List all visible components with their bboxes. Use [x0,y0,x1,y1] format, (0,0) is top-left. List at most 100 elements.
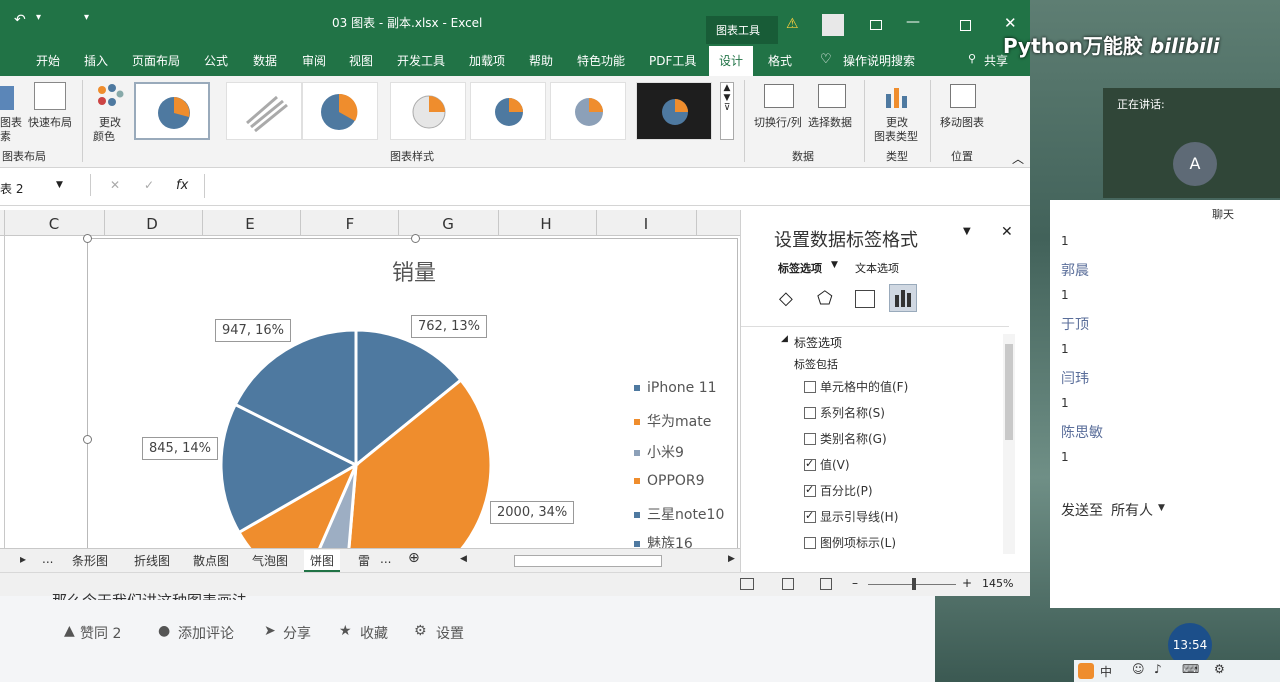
add-element-label[interactable]: 图表 [0,116,22,129]
column-header[interactable]: D [146,215,158,233]
user-avatar-icon[interactable] [822,14,844,36]
column-header[interactable]: G [442,215,454,233]
tab-home[interactable]: 开始 [36,54,61,68]
share-button[interactable]: 共享 [984,54,1009,68]
tab-data[interactable]: 数据 [253,54,278,68]
add-comment-button[interactable]: 添加评论 [178,626,234,642]
chart-style-3[interactable] [302,82,378,140]
recipient-dropdown[interactable]: 所有人 [1111,503,1153,519]
pane-options-dropdown-icon[interactable]: ▼ [963,226,971,237]
confirm-entry-icon[interactable]: ✓ [144,178,155,192]
tab-design[interactable]: 设计 [709,46,754,76]
switch-row-column-button[interactable]: 切换行/列 [754,116,802,129]
tell-me-search[interactable]: 操作说明搜索 [843,54,916,68]
resize-handle[interactable] [411,234,420,243]
tab-insert[interactable]: 插入 [84,54,109,68]
page-layout-view-icon[interactable] [782,578,794,590]
change-chart-type-icon[interactable] [884,84,910,108]
scroll-left-icon[interactable]: ◀ [460,554,467,564]
color-palette-icon[interactable] [96,84,124,110]
name-box-dropdown-icon[interactable]: ▼ [56,180,63,190]
column-header[interactable]: C [48,215,60,233]
insert-function-icon[interactable]: fx [176,178,189,193]
change-colors-label[interactable]: 更改 [99,116,121,129]
undo-icon[interactable]: ↶ [14,12,26,28]
pane-scroll-thumb[interactable] [1005,344,1013,440]
fill-line-icon[interactable]: ◇ [779,288,793,309]
minimize-icon[interactable]: — [906,14,920,30]
sheet-tab-active[interactable]: 饼图 [304,550,341,572]
move-chart-icon[interactable] [950,84,976,108]
add-sheet-icon[interactable]: ⊕ [408,550,420,566]
name-box[interactable]: 表 2 [0,182,24,196]
option-percentage[interactable]: 百分比(P) [804,482,873,499]
settings-link[interactable]: 设置 [436,626,464,642]
resize-handle[interactable] [83,234,92,243]
legend-entry[interactable]: 三星note10 [634,504,724,524]
close-icon[interactable]: ✕ [1004,14,1017,32]
option-category-name[interactable]: 类别名称(G) [804,430,887,447]
select-data-button[interactable]: 选择数据 [808,116,852,129]
add-element-sub-label[interactable]: 素 [0,130,11,143]
horizontal-scroll-thumb[interactable] [514,555,662,567]
sheet-tab[interactable]: 条形图 [72,554,109,568]
quick-layout-icon[interactable] [34,82,66,110]
zoom-level[interactable]: 145% [982,577,1014,590]
normal-view-icon[interactable] [740,578,754,590]
tab-label-options[interactable]: 标签选项 [778,262,822,275]
share-link[interactable]: 分享 [283,626,311,642]
option-leader-lines[interactable]: 显示引导线(H) [804,508,898,525]
chevron-down-icon[interactable]: ▼ [1158,503,1165,513]
legend-entry[interactable]: OPPOR9 [634,473,705,489]
pie-slice-0[interactable] [354,328,464,469]
option-series-name[interactable]: 系列名称(S) [804,404,885,421]
checkbox[interactable] [804,537,816,549]
data-label-samsung[interactable]: 845, 14% [142,437,218,460]
tab-page-layout[interactable]: 页面布局 [132,54,181,68]
checkbox-checked[interactable] [804,509,816,523]
chart-area[interactable]: 销量 947, 16% 762, 13% 845, 14% 2000, 34% … [87,238,739,559]
ribbon-display-icon[interactable] [870,20,882,30]
tab-format[interactable]: 格式 [768,54,793,68]
input-method-icon[interactable] [1078,663,1094,679]
zoom-slider-thumb[interactable] [912,578,916,590]
legend-entry[interactable]: 小米9 [634,442,684,462]
maximize-icon[interactable] [960,20,971,31]
change-type-label[interactable]: 更改 [886,116,908,129]
label-options-dropdown-icon[interactable]: ▼ [831,260,838,270]
formula-input[interactable] [204,174,1030,198]
tab-developer[interactable]: 开发工具 [397,54,446,68]
label-options-icon[interactable] [889,284,917,312]
data-label-meizu[interactable]: 947, 16% [215,319,291,342]
zoom-in-icon[interactable]: + [962,576,973,590]
sheet-tab[interactable]: 散点图 [193,554,230,568]
section-label-options[interactable]: 标签选项 [794,336,843,350]
add-chart-element-icon[interactable] [0,86,14,110]
effects-icon[interactable]: ⬠ [817,288,833,309]
size-properties-icon[interactable] [855,290,875,308]
change-colors-sub-label[interactable]: 颜色 [93,130,115,143]
input-language[interactable]: 中 [1100,665,1113,679]
tab-more-left[interactable]: ... [42,552,54,566]
sheet-tab[interactable]: 气泡图 [252,554,289,568]
pie-slice-4[interactable] [219,402,360,535]
pie-chart[interactable] [88,239,739,559]
pie-slice-3[interactable] [236,461,360,559]
chart-style-5[interactable] [470,82,546,140]
pane-close-icon[interactable]: ✕ [1001,224,1013,240]
column-header[interactable]: I [643,215,649,233]
legend-entry[interactable]: iPhone 11 [634,380,717,396]
checkbox-checked[interactable] [804,457,816,471]
scroll-right-icon[interactable]: ▶ [728,554,735,564]
gear-icon[interactable]: ⚙ [414,623,427,639]
warning-icon[interactable]: ⚠ [786,16,799,32]
tab-view[interactable]: 视图 [349,54,374,68]
quick-layout-label[interactable]: 快速布局 [28,116,72,129]
settings-icon[interactable]: ⚙ [1214,662,1225,676]
upvote-count[interactable]: 赞同 2 [80,626,122,642]
option-value[interactable]: 值(V) [804,456,850,473]
data-label-huawei[interactable]: 2000, 34% [490,501,575,524]
collapse-ribbon-icon[interactable]: ︿ [1012,152,1025,166]
chart-style-2[interactable] [226,82,302,140]
chart-style-1[interactable] [134,82,210,140]
